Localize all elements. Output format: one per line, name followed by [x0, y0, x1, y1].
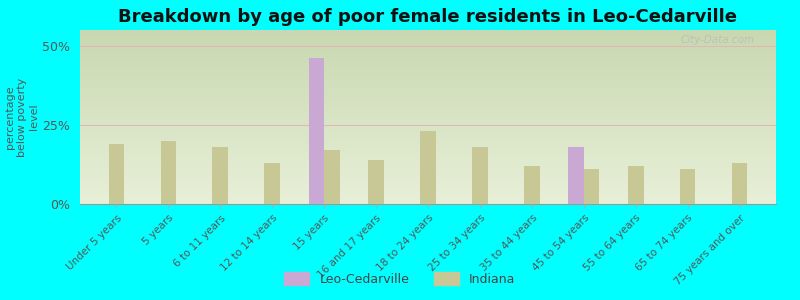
Legend: Leo-Cedarville, Indiana: Leo-Cedarville, Indiana — [279, 267, 521, 291]
Bar — [420, 131, 436, 204]
Bar — [264, 163, 280, 204]
Bar — [109, 144, 124, 204]
Bar — [368, 160, 384, 204]
Bar — [568, 147, 584, 204]
Bar — [680, 169, 695, 204]
Bar — [524, 166, 540, 204]
Bar — [213, 147, 228, 204]
Bar — [324, 150, 340, 204]
Bar — [584, 169, 599, 204]
Bar — [732, 163, 747, 204]
Title: Breakdown by age of poor female residents in Leo-Cedarville: Breakdown by age of poor female resident… — [118, 8, 738, 26]
Text: City-Data.com: City-Data.com — [681, 35, 755, 45]
Bar — [628, 166, 643, 204]
Bar — [161, 141, 176, 204]
Y-axis label: percentage
below poverty
level: percentage below poverty level — [5, 77, 39, 157]
Bar — [472, 147, 488, 204]
Bar — [309, 58, 324, 204]
